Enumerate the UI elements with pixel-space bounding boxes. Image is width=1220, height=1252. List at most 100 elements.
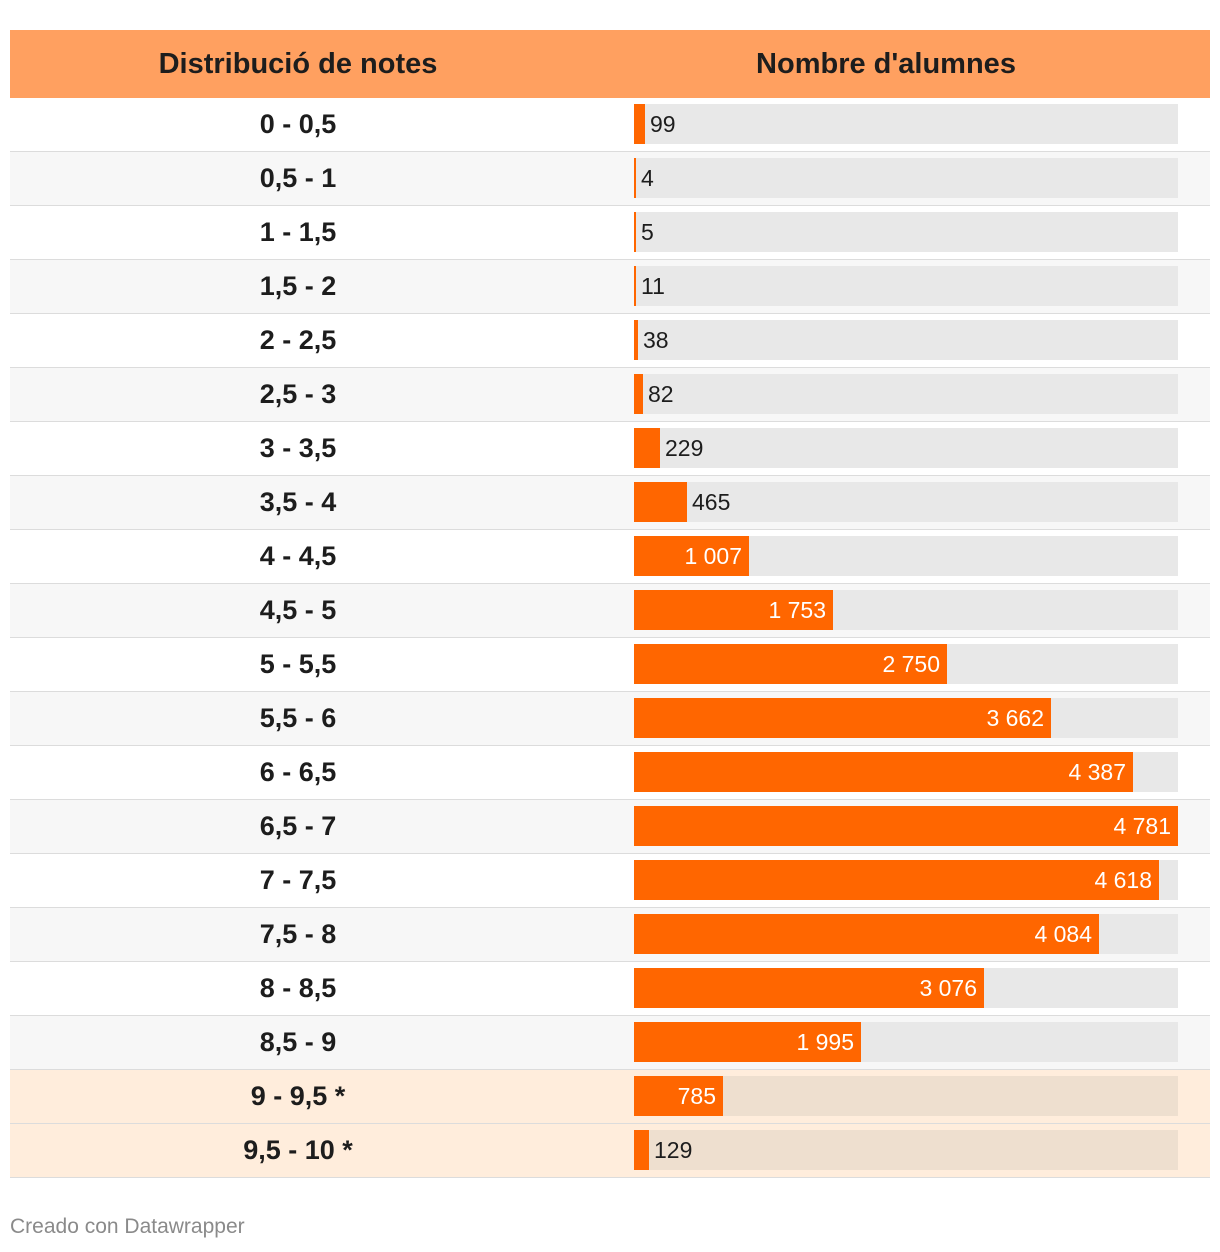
- bar: [634, 374, 643, 414]
- bar-track: 229: [634, 428, 1178, 468]
- bar-value-label: 4: [641, 165, 654, 191]
- bar-value-label: 99: [650, 111, 676, 137]
- bar-value-label: 5: [641, 219, 654, 245]
- bar: [634, 536, 749, 576]
- bar-value-label: 3 662: [986, 705, 1044, 731]
- bar: [634, 428, 660, 468]
- header-grade-range[interactable]: Distribució de notes: [158, 47, 438, 80]
- bar-value-label: 1 753: [768, 597, 826, 623]
- bar: [634, 266, 636, 306]
- bar-track: 5: [634, 212, 1178, 252]
- bar-track: 1 995: [634, 1022, 1178, 1062]
- table-body: 0 - 0,5 99 0,5 - 1 4 1 - 1,5 5 1,5 - 2 11 2 - 2,…: [10, 98, 1210, 1178]
- bar: [634, 212, 636, 252]
- bar: [634, 806, 1178, 846]
- table-row: 8 - 8,5 3 076: [10, 962, 1210, 1016]
- bar-value-label: 1 007: [684, 543, 742, 569]
- bar-value-label: 465: [692, 489, 731, 515]
- bar-value-label: 3 076: [919, 975, 977, 1001]
- bar-value-label: 129: [654, 1137, 693, 1163]
- grade-range-label: 2 - 2,5: [259, 325, 337, 355]
- table-row: 2 - 2,5 38: [10, 314, 1210, 368]
- bar-value-label: 4 781: [1113, 813, 1171, 839]
- table-row: 0,5 - 1 4: [10, 152, 1210, 206]
- bar-value-label: 38: [643, 327, 669, 353]
- bar: [634, 860, 1159, 900]
- bar-track: 2 750: [634, 644, 1178, 684]
- grade-range-label: 1 - 1,5: [259, 217, 337, 247]
- grade-range-label: 6 - 6,5: [259, 757, 337, 787]
- grade-range-label: 4,5 - 5: [259, 595, 337, 625]
- grade-range-label: 3 - 3,5: [259, 433, 337, 463]
- bar: [634, 158, 636, 198]
- credit-footer: Creado con Datawrapper: [10, 1215, 245, 1238]
- bar: [634, 1076, 723, 1116]
- table-row: 9,5 - 10 * 129: [10, 1124, 1210, 1178]
- grade-range-label: 7,5 - 8: [259, 919, 337, 949]
- bar-track: 38: [634, 320, 1178, 360]
- table-row: 3 - 3,5 229: [10, 422, 1210, 476]
- table-row: 6,5 - 7 4 781: [10, 800, 1210, 854]
- grade-range-label: 0 - 0,5: [259, 109, 337, 139]
- grade-range-label: 3,5 - 4: [259, 487, 337, 517]
- bar: [634, 698, 1051, 738]
- table-row: 7 - 7,5 4 618: [10, 854, 1210, 908]
- grade-range-label: 5,5 - 6: [259, 703, 337, 733]
- bar: [634, 968, 984, 1008]
- bar-track: 4 387: [634, 752, 1178, 792]
- bar-track: 99: [634, 104, 1178, 144]
- bar-track: 4: [634, 158, 1178, 198]
- header-student-count[interactable]: Nombre d'alumnes: [756, 47, 1016, 80]
- table-row: 8,5 - 9 1 995: [10, 1016, 1210, 1070]
- table-row: 7,5 - 8 4 084: [10, 908, 1210, 962]
- bar-value-label: 4 618: [1094, 867, 1152, 893]
- grade-range-label: 9,5 - 10 *: [243, 1135, 353, 1165]
- grade-range-label: 1,5 - 2: [259, 271, 337, 301]
- bar-track: 4 781: [634, 806, 1178, 846]
- bar: [634, 1022, 861, 1062]
- grade-range-label: 2,5 - 3: [259, 379, 337, 409]
- grade-range-label: 4 - 4,5: [259, 541, 337, 571]
- bar: [634, 1130, 649, 1170]
- table-row: 1 - 1,5 5: [10, 206, 1210, 260]
- table-row: 4 - 4,5 1 007: [10, 530, 1210, 584]
- bar-track: 785: [634, 1076, 1178, 1116]
- bar-value-label: 4 084: [1034, 921, 1092, 947]
- bar: [634, 482, 687, 522]
- bar-value-label: 785: [677, 1083, 716, 1109]
- bar-track: 465: [634, 482, 1178, 522]
- bar: [634, 914, 1099, 954]
- grade-range-label: 0,5 - 1: [259, 163, 337, 193]
- table-row: 5,5 - 6 3 662: [10, 692, 1210, 746]
- bar-value-label: 2 750: [882, 651, 940, 677]
- bar: [634, 644, 947, 684]
- grade-range-label: 9 - 9,5 *: [250, 1081, 346, 1111]
- bar-value-label: 11: [641, 273, 665, 299]
- bar-track: 3 662: [634, 698, 1178, 738]
- bar: [634, 752, 1133, 792]
- table-row: 6 - 6,5 4 387: [10, 746, 1210, 800]
- table-row: 0 - 0,5 99: [10, 98, 1210, 152]
- table-row: 1,5 - 2 11: [10, 260, 1210, 314]
- bar: [634, 590, 833, 630]
- bar-track: 4 084: [634, 914, 1178, 954]
- bar-track: 82: [634, 374, 1178, 414]
- bar-track: 1 753: [634, 590, 1178, 630]
- bar: [634, 104, 645, 144]
- grade-range-label: 8,5 - 9: [259, 1027, 337, 1057]
- table-row: 2,5 - 3 82: [10, 368, 1210, 422]
- bar-track: 1 007: [634, 536, 1178, 576]
- table-row: 9 - 9,5 * 785: [10, 1070, 1210, 1124]
- bar-track: 3 076: [634, 968, 1178, 1008]
- grade-range-label: 5 - 5,5: [259, 649, 337, 679]
- bar-track: 129: [634, 1130, 1178, 1170]
- bar-value-label: 82: [648, 381, 674, 407]
- bar-value-label: 1 995: [796, 1029, 854, 1055]
- grade-range-label: 7 - 7,5: [259, 865, 337, 895]
- table-row: 3,5 - 4 465: [10, 476, 1210, 530]
- bar: [634, 320, 638, 360]
- bar-track: 4 618: [634, 860, 1178, 900]
- grade-range-label: 8 - 8,5: [259, 973, 337, 1003]
- bar-value-label: 4 387: [1068, 759, 1126, 785]
- table-row: 5 - 5,5 2 750: [10, 638, 1210, 692]
